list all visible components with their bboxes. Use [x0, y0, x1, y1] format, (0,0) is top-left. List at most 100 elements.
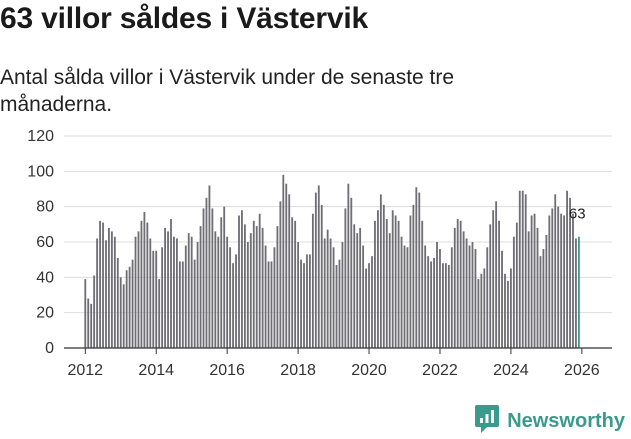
bar	[294, 220, 297, 348]
bar	[400, 236, 403, 348]
bar	[548, 215, 551, 348]
bar	[474, 249, 477, 348]
bar	[515, 222, 518, 348]
bar	[551, 208, 554, 348]
bar	[468, 245, 471, 348]
x-axis: 2012 2014 2016 2018 2020 2022 2024 2026	[64, 347, 612, 379]
bar	[510, 268, 512, 348]
bar	[119, 277, 122, 348]
bar	[270, 261, 273, 348]
bar	[471, 242, 474, 348]
bar	[102, 222, 104, 348]
bar	[557, 206, 560, 348]
bar	[241, 210, 243, 348]
x-tick-label: 2016	[209, 362, 245, 379]
bar	[421, 220, 424, 348]
bar	[164, 227, 166, 348]
bar	[167, 231, 169, 348]
bar	[208, 185, 211, 348]
bar	[220, 217, 223, 348]
bar	[196, 242, 199, 348]
bar	[258, 213, 261, 348]
bar	[394, 215, 397, 348]
bar	[223, 206, 226, 348]
bar	[143, 211, 146, 348]
bar	[264, 245, 267, 348]
bar	[415, 187, 418, 348]
bar	[285, 183, 288, 348]
bar	[341, 242, 344, 348]
newsworthy-logo: Newsworthy	[474, 404, 625, 439]
bar	[300, 259, 302, 348]
bar	[173, 236, 175, 348]
x-tick-label: 2018	[280, 362, 316, 379]
bar	[433, 257, 435, 348]
bar	[276, 226, 279, 348]
bar	[232, 263, 234, 348]
bar	[99, 220, 101, 348]
bar	[226, 236, 229, 348]
bar	[427, 256, 430, 348]
bar	[288, 194, 291, 348]
bar	[430, 261, 433, 348]
bar	[306, 254, 308, 348]
bar	[243, 224, 246, 348]
bar	[388, 233, 391, 348]
bar	[536, 227, 539, 348]
latest-value-label: 63	[569, 206, 586, 223]
bar	[93, 275, 96, 348]
bar	[521, 190, 524, 348]
bar	[317, 185, 320, 348]
bar	[193, 259, 196, 348]
bar	[152, 250, 155, 348]
bar	[149, 238, 152, 348]
bar	[539, 256, 542, 348]
bar	[134, 236, 137, 348]
bar	[512, 236, 515, 348]
bar	[282, 174, 285, 348]
bar	[187, 233, 190, 348]
bar	[311, 213, 314, 348]
bar	[84, 279, 87, 348]
bar	[116, 257, 119, 348]
bar	[335, 264, 338, 348]
bar	[403, 245, 406, 348]
bar	[453, 227, 456, 348]
bar	[498, 220, 500, 348]
x-tick-label: 2014	[138, 362, 174, 379]
bar	[105, 240, 107, 348]
y-tick-label: 80	[36, 199, 54, 216]
bar	[444, 263, 447, 348]
y-tick-label: 120	[27, 128, 54, 145]
bar-series: 63	[84, 174, 586, 348]
bar	[545, 234, 548, 348]
bar	[96, 238, 99, 348]
bar	[353, 224, 356, 348]
bar	[439, 249, 441, 348]
bar	[249, 233, 252, 348]
bar	[456, 219, 459, 348]
y-tick-label: 60	[36, 234, 54, 251]
bar	[267, 261, 270, 348]
bar	[140, 220, 143, 348]
bar	[385, 219, 388, 348]
bar	[128, 266, 131, 348]
bar	[190, 236, 193, 348]
bar	[480, 273, 483, 348]
bar	[246, 242, 249, 348]
bar	[412, 204, 415, 348]
bar	[320, 204, 323, 348]
bar	[350, 197, 353, 348]
bar	[338, 259, 341, 348]
bar	[391, 210, 394, 348]
bar	[450, 247, 453, 348]
bar	[560, 213, 563, 348]
bar	[217, 236, 220, 348]
bar	[255, 226, 258, 348]
bar	[344, 208, 347, 348]
bar	[205, 197, 208, 348]
bar	[199, 226, 202, 348]
bar	[314, 192, 317, 348]
bar	[462, 231, 465, 348]
